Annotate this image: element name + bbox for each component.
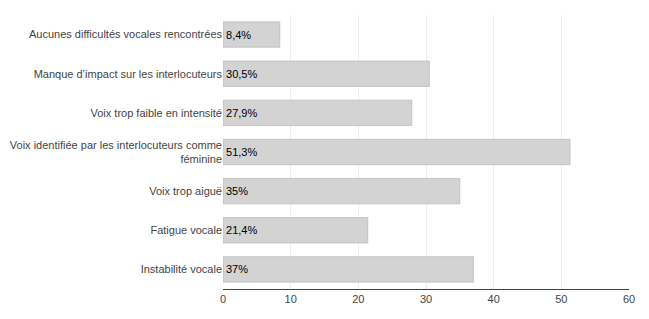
- svg-text:Voix identifiée par les interl: Voix identifiée par les interlocuteurs c…: [10, 139, 222, 165]
- svg-text:0: 0: [220, 293, 226, 305]
- svg-text:Manque d’impact sur les interl: Manque d’impact sur les interlocuteurs: [34, 68, 223, 80]
- svg-text:60: 60: [623, 293, 635, 305]
- svg-text:40: 40: [488, 293, 500, 305]
- svg-text:Instabilité vocale: Instabilité vocale: [141, 263, 222, 275]
- svg-text:Voix trop faible en intensité: Voix trop faible en intensité: [91, 107, 222, 119]
- svg-text:30: 30: [420, 293, 432, 305]
- svg-text:10: 10: [285, 293, 297, 305]
- svg-text:37%: 37%: [226, 263, 248, 275]
- svg-text:Fatigue vocale: Fatigue vocale: [150, 224, 222, 236]
- svg-text:30,5%: 30,5%: [226, 68, 257, 80]
- svg-text:50: 50: [555, 293, 567, 305]
- svg-text:8,4%: 8,4%: [226, 29, 251, 41]
- svg-text:35%: 35%: [226, 185, 248, 197]
- svg-text:Aucunes difficultés vocales re: Aucunes difficultés vocales rencontrées: [29, 28, 223, 40]
- svg-text:Voix trop aiguë: Voix trop aiguë: [149, 185, 222, 197]
- svg-text:20: 20: [352, 293, 364, 305]
- svg-text:21,4%: 21,4%: [226, 224, 257, 236]
- svg-text:27,9%: 27,9%: [226, 107, 257, 119]
- svg-text:51,3%: 51,3%: [226, 146, 257, 158]
